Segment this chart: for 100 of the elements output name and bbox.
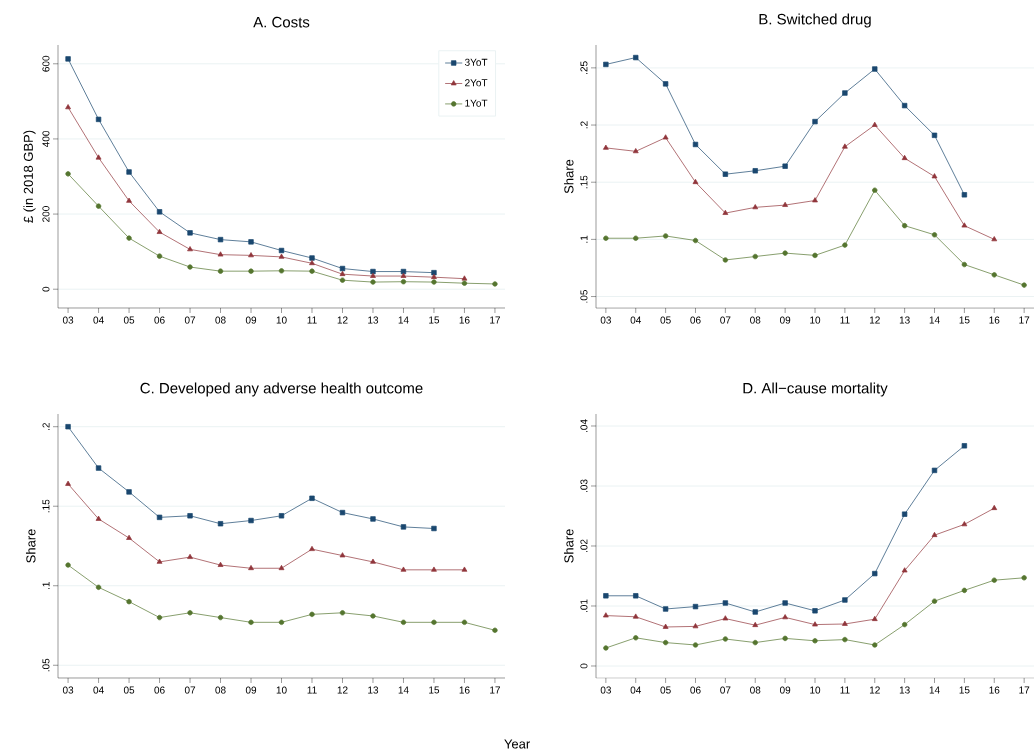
x-tick-label: 05 [660,316,671,324]
point [722,636,729,642]
point [872,66,878,72]
x-tick-label: 08 [215,316,226,324]
x-tick-label: 04 [93,316,104,324]
legend-label: 2YoT [465,79,488,87]
point [782,250,788,256]
x-tick-label: 07 [184,686,196,694]
x-tick-label: 11 [840,316,850,324]
point [65,171,71,177]
point [603,61,609,68]
point [633,54,639,61]
point [872,187,878,193]
x-tick-label: 11 [307,686,317,694]
point [842,143,848,149]
point [842,636,848,643]
point [492,627,498,633]
point [156,558,163,564]
point [95,116,102,123]
y-axis-title: Share [563,529,574,563]
y-tick-label: .25 [580,61,588,74]
x-tick-label: 10 [276,686,287,694]
y-tick-label: .1 [42,582,50,590]
point [812,118,818,125]
point [400,566,407,572]
point [126,534,132,540]
point [901,102,908,109]
point [692,178,699,185]
y-tick-label: .15 [42,499,50,513]
x-tick-label: 15 [429,316,440,324]
point [931,132,938,138]
x-tick-label: 17 [490,316,501,324]
x-tick-label: 09 [245,686,257,694]
point [309,545,315,551]
point [812,252,818,259]
point [492,281,498,287]
point [370,268,376,275]
point [187,513,193,519]
point [632,148,639,154]
point [370,272,376,278]
x-tick-label: 13 [899,686,910,694]
x-tick-label: 06 [690,686,701,694]
point [187,553,193,559]
x-tick-label: 03 [62,686,74,694]
point [217,236,224,243]
point [812,638,818,644]
x-tick-label: 03 [62,316,74,324]
point [603,144,609,150]
point [65,104,71,110]
point [901,223,908,229]
x-tick-label: 07 [720,316,731,324]
point [931,173,938,179]
point [309,260,315,266]
x-tick-label: 05 [123,686,135,694]
point [901,511,908,517]
point [842,242,848,248]
point [991,272,997,278]
x-tick-label: 04 [630,686,642,694]
y-tick-label: .05 [42,658,50,672]
point [961,587,968,594]
point [187,230,193,236]
point [1021,282,1027,288]
x-tick-label: 15 [959,316,970,324]
x-tick-label: 14 [398,316,409,324]
x-tick-label: 16 [459,686,470,694]
x-tick-label: 03 [600,686,611,694]
point [662,233,669,239]
point [126,599,132,605]
point [812,608,818,614]
point [400,272,407,278]
y-tick-label: .15 [580,175,588,189]
x-tick-label: 15 [429,686,440,694]
point [400,524,407,530]
y-tick-label: .02 [580,539,588,553]
point [156,614,163,621]
point [662,81,669,87]
point [309,255,315,261]
x-tick-label: 10 [810,686,821,694]
point [248,252,254,258]
x-tick-label: 16 [989,686,1000,694]
point [782,600,788,606]
point [370,613,376,619]
x-axis-title: Year [504,739,530,749]
point [126,235,132,241]
point [217,614,224,621]
x-tick-label: 06 [154,686,165,694]
x-tick-label: 04 [630,316,642,324]
point [461,619,468,625]
point [692,642,699,648]
point [722,171,729,177]
point [842,597,848,603]
point [65,424,71,430]
point [961,192,968,198]
point [187,264,193,270]
point [400,619,407,625]
point [217,268,224,274]
point [782,614,788,620]
point [752,204,759,210]
x-tick-label: 08 [750,686,761,694]
point [633,235,639,241]
